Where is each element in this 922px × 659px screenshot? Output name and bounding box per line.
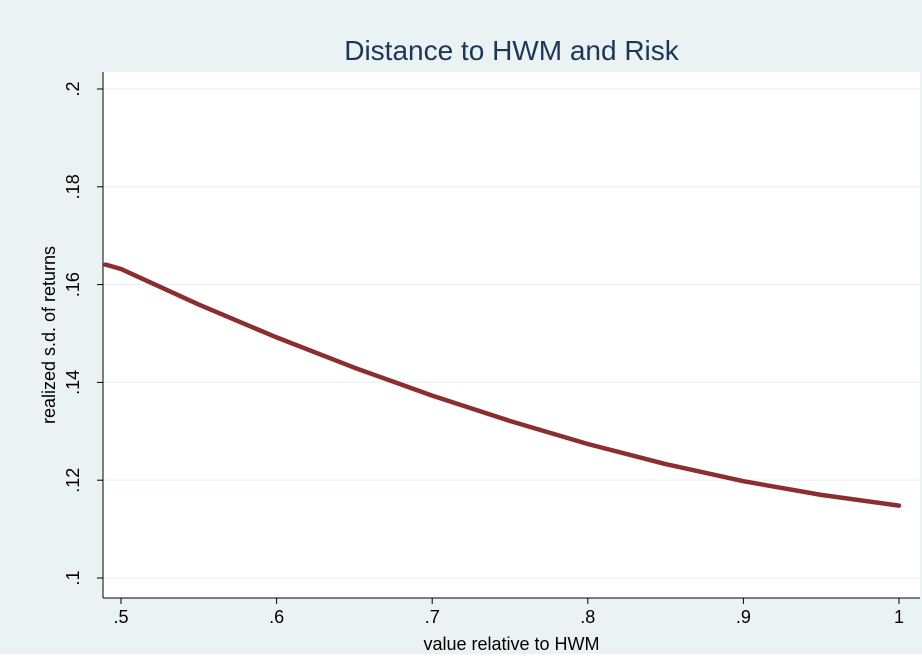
plot-area [103,72,920,598]
x-tick-label: .6 [269,607,284,627]
y-tick-label: .1 [63,570,83,585]
x-tick-label: 1 [894,607,904,627]
y-tick-label: .12 [63,468,83,493]
gridlines [103,88,920,579]
y-tick-label: .14 [63,370,83,395]
x-axis-label: value relative to HWM [423,634,599,654]
chart-title: Distance to HWM and Risk [344,35,680,66]
y-tick-label: .16 [63,272,83,297]
x-tick-label: .8 [580,607,595,627]
y-tick-label: .18 [63,174,83,199]
series-layer [103,262,902,508]
x-tick-label: .9 [736,607,751,627]
y-tick-label: .2 [63,81,83,96]
y-axis-label: realized s.d. of returns [39,246,59,424]
x-tick-label: .7 [425,607,440,627]
x-tick-label: .5 [113,607,128,627]
axes: .5 .6 .7 .8 .9 1 .1 .12 .14 .16 .18 .2 [63,72,920,627]
series-line-0 [103,262,902,508]
